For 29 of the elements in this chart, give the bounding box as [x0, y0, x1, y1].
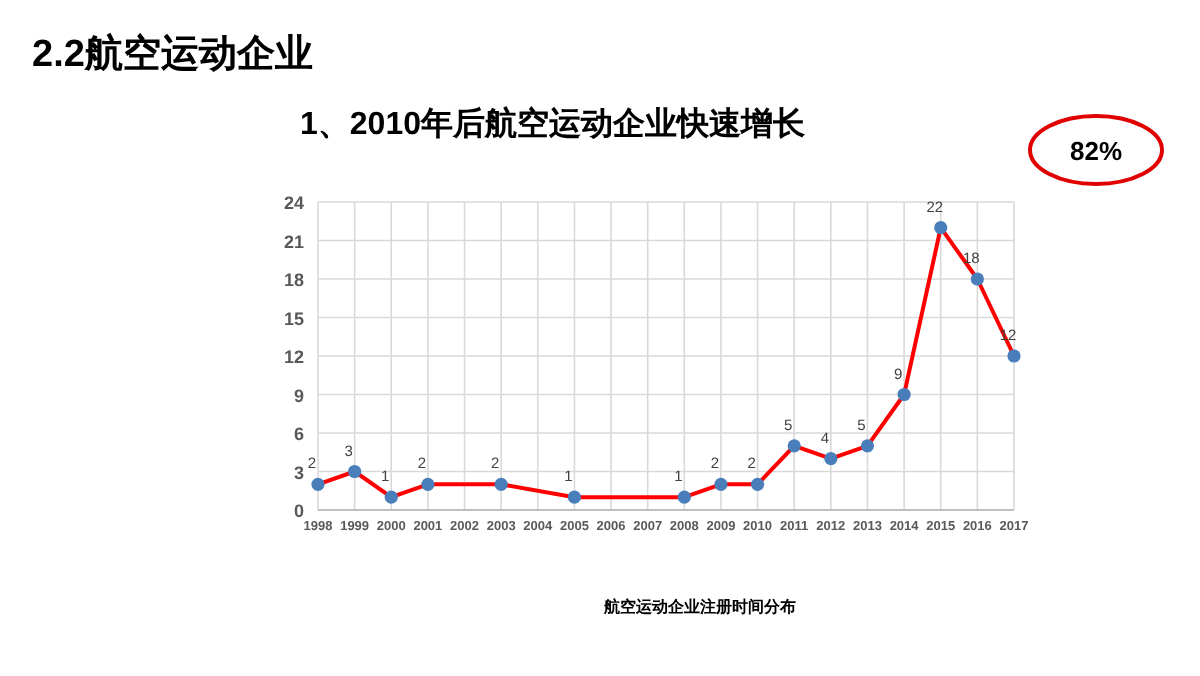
point — [860, 439, 875, 453]
y-tick-label: 12 — [283, 347, 304, 367]
y-tick-label: 9 — [293, 385, 304, 406]
chart-title: 2.2航空运动企业 — [32, 32, 313, 76]
point — [897, 387, 911, 402]
point — [311, 477, 325, 491]
point — [787, 439, 801, 453]
point — [348, 464, 362, 479]
point — [750, 477, 765, 491]
point — [384, 490, 398, 504]
point — [714, 477, 728, 491]
point — [494, 477, 508, 491]
point — [677, 490, 691, 504]
point — [824, 452, 838, 466]
y-tick-label: 3 — [293, 462, 304, 483]
y-tick-label: 21 — [283, 231, 304, 252]
y-tick-label: 6 — [293, 424, 304, 444]
y-tick-label: 18 — [283, 270, 304, 290]
point — [934, 221, 948, 235]
text: 航空运动企业注册时间分布 — [602, 596, 796, 616]
y-tick-label: 24 — [283, 193, 304, 213]
y-tick-label: 0 — [293, 501, 304, 521]
point — [421, 477, 435, 491]
point — [567, 490, 582, 504]
text: 82% — [1069, 136, 1123, 166]
point — [1007, 349, 1021, 363]
y-tick-label: 15 — [283, 308, 304, 329]
chart-subtitle: 1、2010年后航空运动企业快速增长 — [300, 106, 807, 142]
point — [970, 272, 984, 286]
